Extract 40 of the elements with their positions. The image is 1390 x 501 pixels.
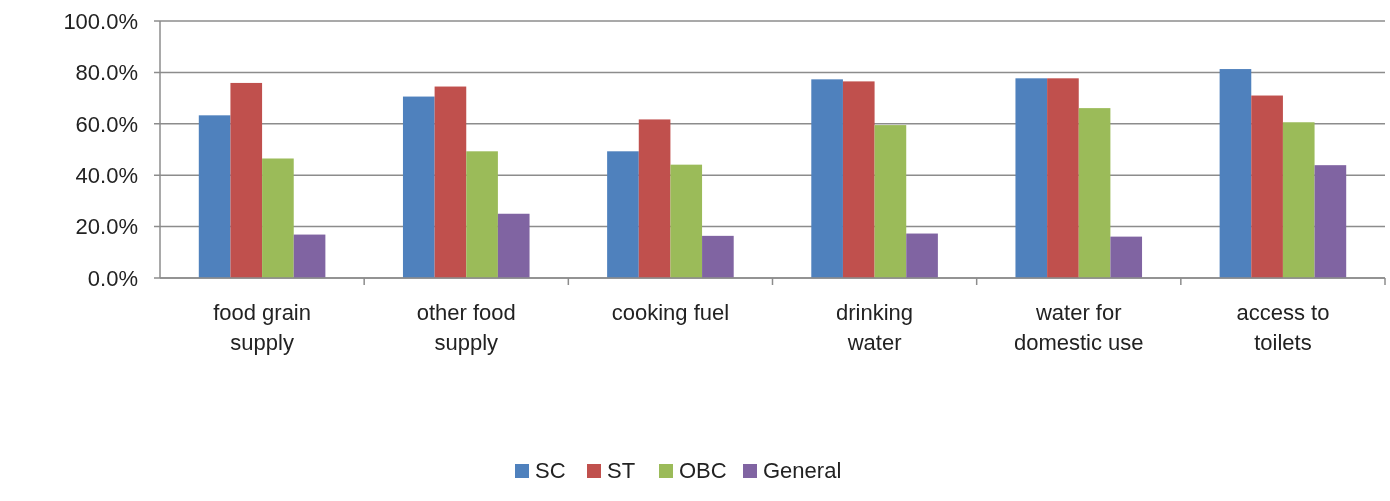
bar	[1219, 69, 1252, 278]
bar	[842, 81, 875, 278]
bar	[1078, 108, 1111, 278]
y-tick-label: 60.0%	[75, 111, 138, 137]
bar	[434, 86, 467, 278]
y-tick-label: 80.0%	[75, 60, 138, 86]
x-tick-label: drinking water	[836, 300, 914, 355]
bar	[1015, 78, 1048, 278]
bar	[1314, 165, 1347, 278]
bar	[638, 119, 671, 278]
bar	[402, 96, 435, 278]
x-tick-label: food grain supply	[213, 300, 312, 355]
bar	[811, 79, 843, 278]
legend-label: SC	[535, 458, 566, 483]
bar	[1110, 236, 1143, 278]
bar	[497, 213, 530, 278]
bar	[466, 151, 498, 278]
legend-label: OBC	[679, 458, 727, 483]
bar	[607, 151, 639, 278]
bar	[262, 158, 294, 278]
legend-label: General	[763, 458, 842, 483]
bar	[874, 125, 907, 278]
bar	[1282, 122, 1315, 278]
bar	[293, 234, 326, 278]
y-tick-label: 100.0%	[63, 8, 138, 34]
y-tick-label: 40.0%	[75, 162, 138, 188]
x-tick-label: access to toilets	[1236, 300, 1330, 355]
x-tick-label: other food supply	[416, 300, 516, 355]
bar	[906, 233, 938, 278]
x-tick-label: cooking fuel	[611, 300, 730, 325]
y-tick-label: 0.0%	[87, 265, 138, 291]
x-tick-label: water for domestic use	[1013, 300, 1144, 355]
bar	[1251, 95, 1283, 278]
bar	[702, 235, 734, 278]
y-tick-label: 20.0%	[75, 214, 138, 240]
legend-label: ST	[607, 458, 636, 483]
bar	[670, 164, 703, 278]
bar	[198, 115, 231, 278]
bar	[1047, 78, 1079, 278]
bar	[230, 82, 263, 278]
